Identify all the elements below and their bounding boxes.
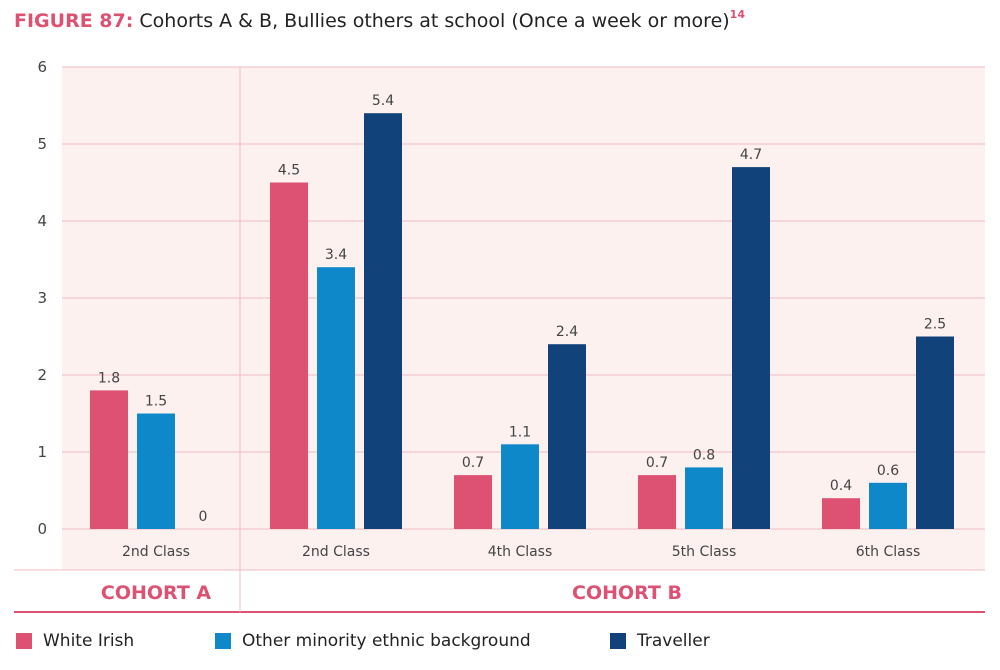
- legend-item-traveller: Traveller: [610, 631, 710, 651]
- data-label: 4.5: [278, 163, 300, 179]
- y-tick-label: 1: [37, 443, 47, 461]
- y-tick-label: 4: [37, 212, 47, 230]
- footnote-marker: 14: [729, 8, 745, 21]
- bar-white-irish: [270, 182, 308, 529]
- bar-white-irish: [454, 475, 492, 529]
- data-label: 0.4: [830, 478, 852, 494]
- category-label: 2nd Class: [122, 544, 190, 560]
- data-label: 0.7: [646, 455, 668, 471]
- data-label: 2.5: [924, 317, 946, 333]
- bar-white-irish: [638, 475, 676, 529]
- data-label: 1.1: [509, 424, 531, 440]
- bar-other-minority: [685, 467, 723, 529]
- legend-item-white-irish: White Irish: [16, 631, 134, 651]
- bar-other-minority: [869, 482, 907, 529]
- data-label: 2.4: [556, 324, 578, 340]
- bar-traveller: [732, 167, 770, 529]
- y-tick-label: 2: [37, 366, 47, 384]
- data-label: 0.6: [877, 463, 899, 479]
- category-label: 6th Class: [856, 544, 921, 560]
- legend-swatch-other-minority: [215, 633, 231, 649]
- y-tick-label: 6: [37, 58, 47, 76]
- chart-title: FIGURE 87: Cohorts A & B, Bullies others…: [14, 8, 745, 32]
- legend-item-other-minority: Other minority ethnic background: [215, 631, 531, 651]
- legend-swatch-traveller: [610, 633, 626, 649]
- legend-swatch-white-irish: [16, 633, 32, 649]
- y-tick-label: 3: [37, 289, 47, 307]
- bar-white-irish: [822, 498, 860, 529]
- bar-other-minority: [501, 444, 539, 529]
- category-label: 5th Class: [672, 544, 737, 560]
- title-text: Cohorts A & B, Bullies others at school …: [139, 10, 730, 32]
- bar-other-minority: [137, 413, 175, 529]
- data-label: 1.5: [145, 394, 167, 410]
- data-label: 4.7: [740, 147, 762, 163]
- bar-traveller: [548, 344, 586, 529]
- legend-label-traveller: Traveller: [637, 631, 710, 651]
- legend-label-other-minority: Other minority ethnic background: [242, 631, 531, 651]
- bar-other-minority: [317, 267, 355, 529]
- data-label: 0.8: [693, 447, 715, 463]
- data-label: 5.4: [372, 93, 394, 109]
- y-tick-label: 5: [37, 135, 47, 153]
- data-label: 0: [199, 509, 208, 525]
- legend-label-white-irish: White Irish: [43, 631, 135, 651]
- data-label: 1.8: [98, 370, 120, 386]
- category-label: 4th Class: [488, 544, 553, 560]
- bar-traveller: [364, 113, 402, 529]
- bar-traveller: [916, 336, 954, 529]
- bar-white-irish: [90, 390, 128, 529]
- y-tick-label: 0: [37, 520, 47, 538]
- cohort-label: COHORT A: [101, 582, 212, 604]
- cohort-label: COHORT B: [572, 582, 682, 604]
- data-label: 3.4: [325, 247, 347, 263]
- figure-label: FIGURE 87:: [14, 10, 134, 32]
- data-label: 0.7: [462, 455, 484, 471]
- category-label: 2nd Class: [302, 544, 370, 560]
